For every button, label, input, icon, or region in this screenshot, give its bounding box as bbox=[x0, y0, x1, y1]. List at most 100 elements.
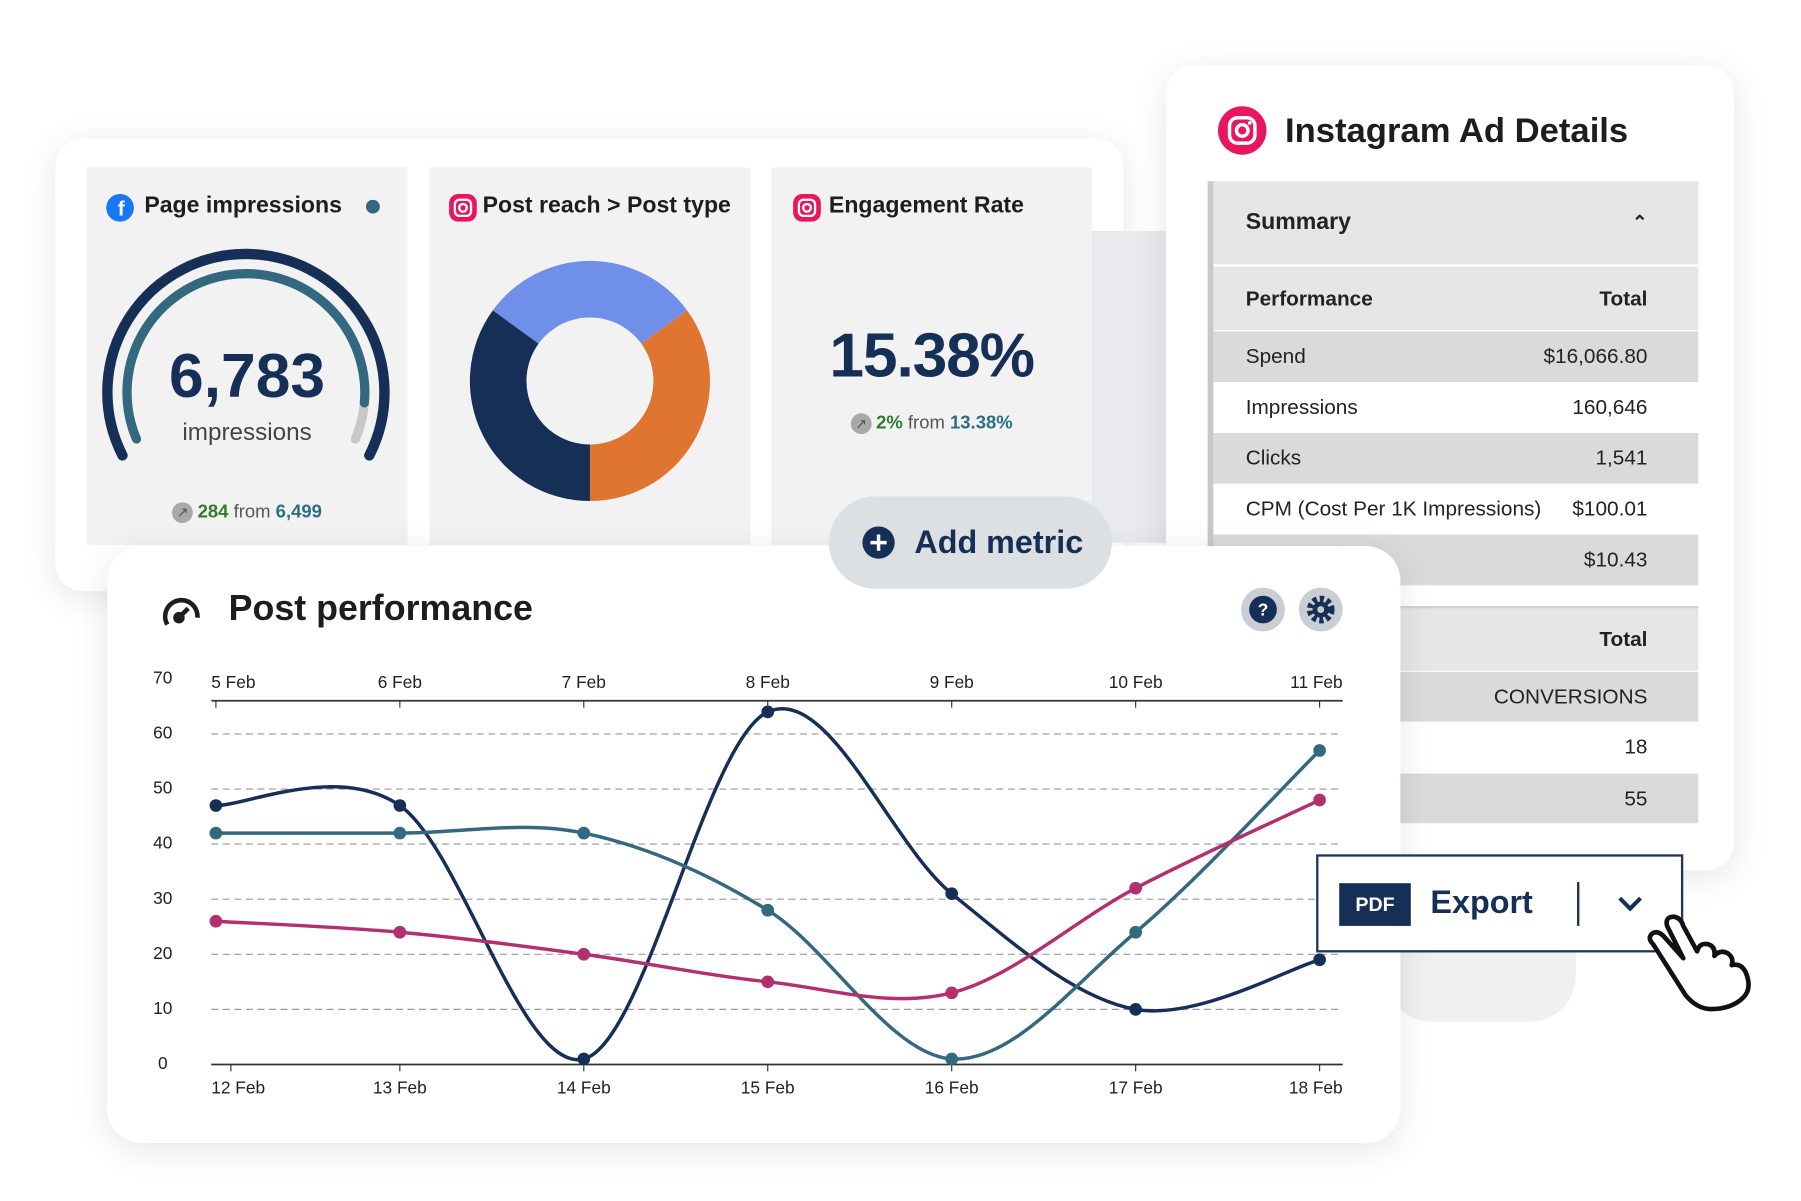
series-point bbox=[209, 799, 223, 812]
x-tick-label: 18 Feb bbox=[1289, 1077, 1343, 1097]
x-tick-label: 15 Feb bbox=[741, 1077, 795, 1097]
series-point bbox=[945, 1052, 959, 1066]
series-point bbox=[393, 925, 407, 939]
gauge-progress bbox=[122, 269, 370, 444]
gauge bbox=[102, 248, 390, 461]
widget-title: Post reach > Post type bbox=[482, 192, 731, 219]
instagram-icon bbox=[793, 193, 821, 222]
export-label: Export bbox=[1430, 884, 1533, 921]
backdrop bbox=[1091, 230, 1172, 543]
header-cell: Total bbox=[1599, 286, 1648, 310]
cell: CONVERSIONS bbox=[1493, 684, 1648, 708]
instagram-card: Instagram Ad Details Summary ⌃ Performanc… bbox=[1166, 65, 1735, 871]
donut-chart bbox=[469, 260, 711, 502]
y-tick-label: 0 bbox=[158, 1053, 168, 1073]
change: 284 bbox=[197, 502, 229, 523]
svg-text:f: f bbox=[118, 198, 125, 221]
rate-value: 15.38% bbox=[829, 320, 1035, 391]
hand-cursor bbox=[1647, 914, 1751, 1012]
y-tick-label: 50 bbox=[153, 778, 172, 798]
post-reach-widget[interactable]: Post reach > Post type bbox=[429, 167, 751, 545]
series-point bbox=[577, 947, 591, 961]
series-point bbox=[393, 826, 407, 840]
header-cell: Total bbox=[1599, 627, 1648, 651]
summary-header[interactable]: Summary ⌃ bbox=[1213, 181, 1699, 265]
cell: CPM (Cost Per 1K Impressions) bbox=[1245, 497, 1542, 521]
line-chart: 0 10 20 30 40 50 60 70 12 Feb 5 Feb 13 Feb 6 Feb 14 … bbox=[153, 667, 1343, 1097]
y-tick-label: 10 bbox=[153, 998, 172, 1018]
x2-tick-label: 5 Feb bbox=[211, 672, 255, 692]
y-tick-label: 20 bbox=[153, 943, 172, 963]
series-point bbox=[1129, 1003, 1142, 1016]
card-title: Post performance bbox=[228, 587, 533, 629]
plus-icon bbox=[862, 526, 895, 559]
performance-icon bbox=[162, 597, 200, 626]
widget-title: Page impressions bbox=[144, 192, 342, 219]
impressions-widget[interactable]: f Page impressions 6,783 impressions ↗ 28… bbox=[86, 167, 408, 545]
table-row: Clicks 1,541 bbox=[1213, 432, 1699, 484]
from: from bbox=[233, 502, 271, 523]
facebook-icon: f bbox=[106, 193, 134, 222]
from: from bbox=[907, 413, 945, 434]
x2-tick-label: 8 Feb bbox=[746, 672, 790, 692]
change-line: ↗ 284 from 6,499 bbox=[87, 502, 408, 523]
settings-button[interactable] bbox=[1298, 586, 1344, 632]
x-tick-label: 12 Feb bbox=[211, 1077, 265, 1097]
dropdown-icon[interactable] bbox=[1616, 894, 1644, 915]
series-point bbox=[1129, 881, 1142, 895]
series-point bbox=[209, 914, 223, 928]
cell: 55 bbox=[1624, 786, 1648, 810]
series-point bbox=[577, 1052, 591, 1066]
instagram-icon bbox=[449, 193, 477, 222]
status-dot bbox=[365, 199, 380, 214]
x-tick-label: 13 Feb bbox=[373, 1077, 427, 1097]
widget-title: Engagement Rate bbox=[828, 192, 1024, 219]
header-cell: Performance bbox=[1245, 286, 1373, 310]
x2-tick-label: 7 Feb bbox=[562, 672, 606, 692]
cell: $100.01 bbox=[1572, 497, 1648, 521]
table-row: Spend $16,066.80 bbox=[1213, 331, 1699, 383]
collapse-icon[interactable]: ⌃ bbox=[1631, 213, 1648, 234]
divider bbox=[1577, 882, 1580, 926]
cell: 18 bbox=[1624, 734, 1648, 758]
series-point bbox=[393, 799, 407, 812]
series-point bbox=[761, 903, 775, 917]
panel-title: Instagram Ad Details bbox=[1284, 111, 1629, 151]
series-point bbox=[577, 826, 591, 840]
series-point bbox=[1313, 953, 1326, 967]
y-tick-label: 40 bbox=[153, 833, 172, 853]
y-tick-label: 60 bbox=[153, 723, 172, 743]
x2-tick-label: 10 Feb bbox=[1109, 672, 1163, 692]
gauge-unit: impressions bbox=[182, 419, 312, 446]
donut-segment bbox=[492, 260, 688, 344]
series-point bbox=[1313, 744, 1326, 757]
x2-tick-label: 11 Feb bbox=[1290, 672, 1343, 692]
pdf-badge: PDF bbox=[1339, 883, 1411, 926]
x2-tick-label: 9 Feb bbox=[930, 672, 974, 692]
engagement-widget[interactable]: Engagement Rate 15.38% ↗ 2% from 13.38% bbox=[771, 167, 1093, 545]
summary-label: Summary bbox=[1245, 209, 1351, 235]
previous: 6,499 bbox=[275, 502, 322, 523]
donut-segment bbox=[589, 310, 711, 502]
table-row: CPM (Cost Per 1K Impressions) $100.01 bbox=[1213, 483, 1699, 535]
series-point bbox=[945, 986, 959, 1000]
change-line: ↗ 2% from 13.38% bbox=[771, 413, 1092, 435]
series-point bbox=[761, 975, 775, 989]
cell: 1,541 bbox=[1595, 446, 1648, 470]
help-button[interactable]: ? bbox=[1240, 586, 1286, 632]
x-tick-label: 17 Feb bbox=[1109, 1077, 1163, 1097]
post-performance-card: Post performance ? 0 10 20 30 40 50 60 70 12 Feb… bbox=[107, 546, 1401, 1143]
table-header: Performance Total bbox=[1213, 266, 1699, 331]
gauge-outer bbox=[102, 248, 390, 461]
add-metric-button[interactable]: Add metric bbox=[828, 496, 1112, 589]
cell: $10.43 bbox=[1583, 547, 1648, 571]
cell: Spend bbox=[1245, 344, 1306, 368]
y-tick-label: 30 bbox=[153, 888, 172, 908]
gauge-value: 6,783 bbox=[169, 341, 326, 412]
cell: $16,066.80 bbox=[1543, 344, 1648, 368]
series-point bbox=[1129, 925, 1142, 939]
previous: 13.38% bbox=[950, 413, 1013, 434]
export-button[interactable]: PDF Export bbox=[1316, 854, 1684, 953]
cell: Clicks bbox=[1245, 446, 1302, 470]
